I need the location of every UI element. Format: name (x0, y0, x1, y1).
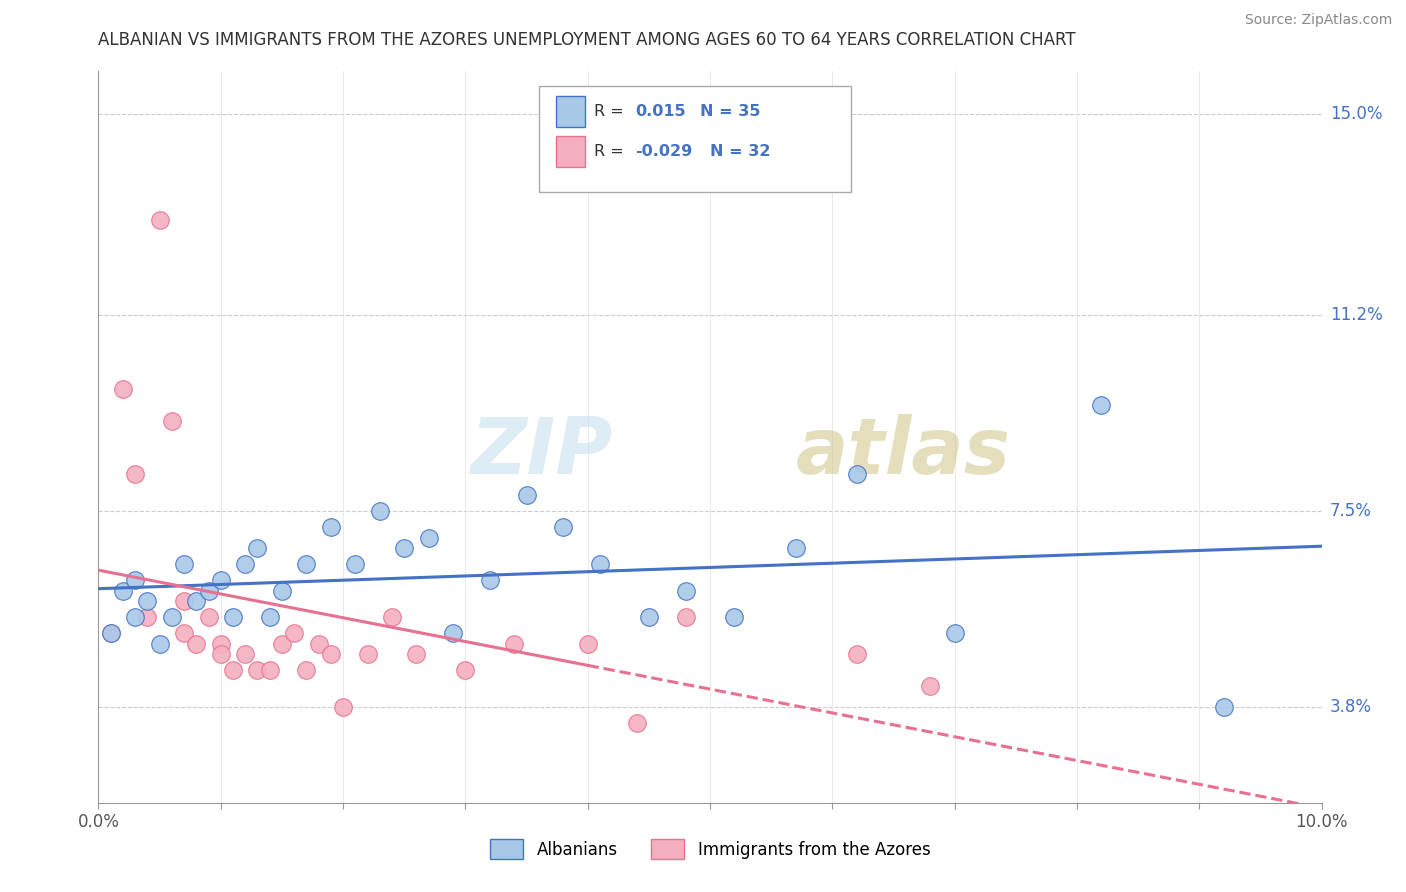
Point (233, 558, 256, 572)
Point (441, 626, 464, 640)
Point (124, 573, 146, 587)
Point (356, 648, 378, 662)
Point (186, 594, 208, 608)
Point (111, 383, 134, 397)
Point (149, 212, 172, 227)
Point (516, 488, 538, 502)
Point (246, 541, 269, 556)
Text: ALBANIAN VS IMMIGRANTS FROM THE AZORES UNEMPLOYMENT AMONG AGES 60 TO 64 YEARS CO: ALBANIAN VS IMMIGRANTS FROM THE AZORES U… (98, 31, 1076, 49)
Text: 3.8%: 3.8% (1330, 698, 1372, 716)
Point (136, 610, 159, 624)
Point (111, 583, 134, 598)
Point (124, 467, 146, 482)
Point (197, 610, 219, 624)
Point (319, 648, 342, 662)
Text: R =: R = (593, 145, 628, 160)
Text: 15.0%: 15.0% (1330, 104, 1382, 123)
Point (503, 637, 526, 651)
Point (124, 610, 146, 624)
Point (173, 558, 195, 572)
Point (100, 626, 122, 640)
Point (319, 520, 342, 534)
Text: 11.2%: 11.2% (1330, 306, 1382, 324)
Text: atlas: atlas (796, 414, 1011, 490)
Point (637, 610, 661, 624)
FancyBboxPatch shape (538, 86, 851, 192)
Text: N = 32: N = 32 (710, 145, 770, 160)
Point (160, 414, 183, 428)
Text: 7.5%: 7.5% (1330, 502, 1372, 520)
Text: 0.015: 0.015 (636, 104, 686, 120)
Point (723, 610, 745, 624)
Point (1090, 398, 1112, 412)
FancyBboxPatch shape (555, 136, 585, 167)
Text: ZIP: ZIP (470, 414, 612, 490)
Point (222, 663, 245, 677)
Point (943, 626, 966, 640)
Point (209, 648, 232, 662)
Point (246, 663, 269, 677)
Point (308, 637, 330, 651)
Point (283, 626, 305, 640)
Text: N = 35: N = 35 (700, 104, 761, 120)
Point (381, 610, 404, 624)
Point (626, 716, 648, 731)
Point (149, 637, 172, 651)
Point (270, 583, 292, 598)
Point (160, 610, 183, 624)
Point (295, 663, 318, 677)
Point (173, 594, 195, 608)
Point (344, 558, 367, 572)
Point (1212, 700, 1234, 714)
Point (259, 663, 281, 677)
Point (368, 504, 391, 518)
Point (576, 637, 599, 651)
Point (845, 467, 868, 482)
Point (845, 648, 868, 662)
Point (136, 594, 159, 608)
Point (553, 520, 575, 534)
Point (222, 610, 245, 624)
Point (405, 648, 427, 662)
Point (675, 583, 697, 598)
Text: -0.029: -0.029 (636, 145, 693, 160)
Point (100, 626, 122, 640)
Point (186, 637, 208, 651)
Point (197, 583, 219, 598)
Point (454, 663, 477, 677)
Point (920, 679, 942, 693)
Text: Source: ZipAtlas.com: Source: ZipAtlas.com (1244, 13, 1392, 28)
Point (270, 637, 292, 651)
Point (209, 637, 232, 651)
Point (478, 573, 501, 587)
Legend: Albanians, Immigrants from the Azores: Albanians, Immigrants from the Azores (481, 830, 939, 868)
Text: R =: R = (593, 104, 628, 120)
FancyBboxPatch shape (555, 96, 585, 127)
Point (785, 541, 807, 556)
Point (418, 531, 440, 545)
Point (295, 558, 318, 572)
Point (589, 558, 612, 572)
Point (332, 700, 354, 714)
Point (675, 610, 697, 624)
Point (392, 541, 416, 556)
Point (233, 648, 256, 662)
Point (209, 573, 232, 587)
Point (173, 626, 195, 640)
Point (259, 610, 281, 624)
